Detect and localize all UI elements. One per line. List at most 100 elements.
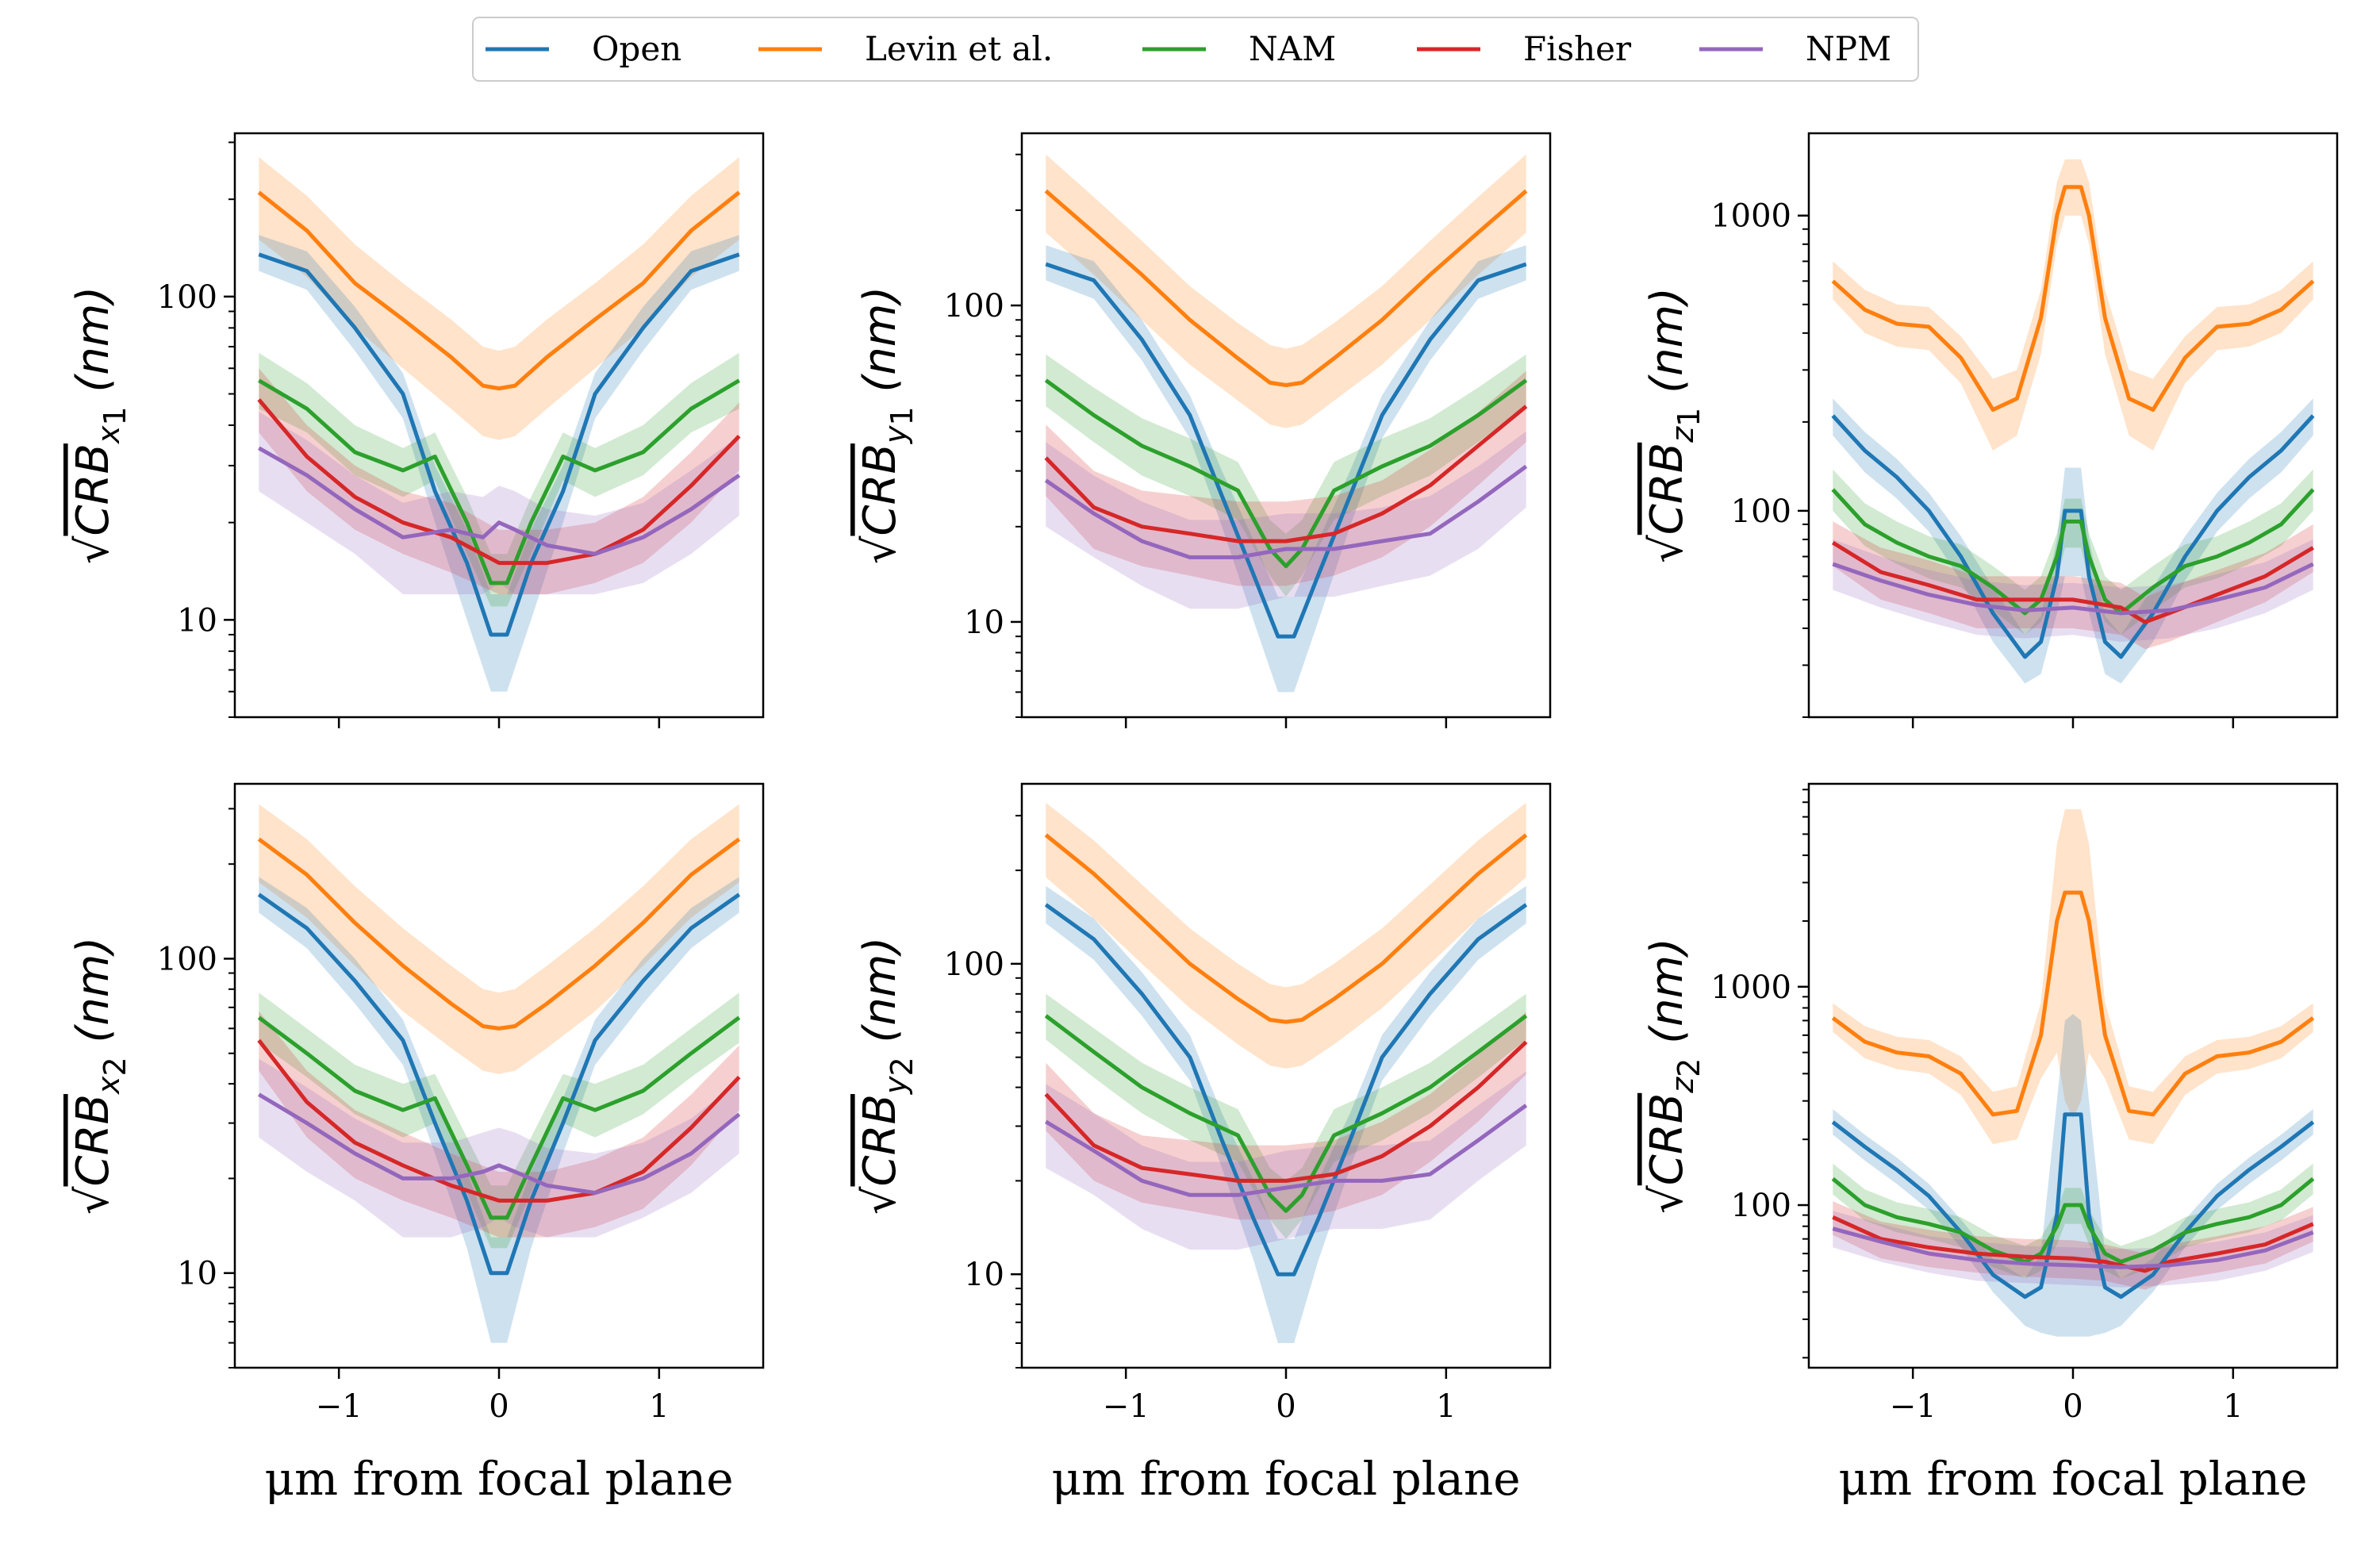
confidence-band xyxy=(1046,370,1526,586)
series-line xyxy=(257,892,741,1276)
series-line xyxy=(1831,1177,2315,1264)
legend-entry: Levin et al. xyxy=(758,29,1053,68)
plot-area xyxy=(257,157,741,692)
y-axis-title-text: √CRBx2 (nm) xyxy=(67,937,132,1215)
legend-label: NAM xyxy=(1249,29,1336,68)
confidence-band xyxy=(1046,803,1526,1069)
x-axis-title: μm from focal plane xyxy=(1051,1452,1520,1506)
panel-x1: 10 100 √CRBx1 (nm) xyxy=(67,132,765,728)
confidence-band xyxy=(1833,469,2313,635)
panel-z1: 100 1000 √CRBz1 (nm) xyxy=(1641,132,2339,728)
y-axis-title-text: √CRBz1 (nm) xyxy=(1641,287,1706,563)
series-line xyxy=(1044,1014,1528,1213)
x-tick-label: 0 xyxy=(1276,1388,1296,1425)
series-line xyxy=(1832,562,2314,616)
series-line xyxy=(257,1038,741,1203)
confidence-band xyxy=(1046,993,1526,1239)
series-line xyxy=(1044,189,1528,387)
panel-y1: 10 100 √CRBy1 (nm) xyxy=(854,132,1552,728)
y-axis-title: √CRBy1 (nm) xyxy=(854,286,919,564)
x-tick-label: −1 xyxy=(316,1388,363,1425)
confidence-band xyxy=(1833,159,2313,451)
legend-entry: Fisher xyxy=(1417,29,1632,68)
confidence-band xyxy=(1833,1163,2313,1279)
x-tick-label: 1 xyxy=(649,1388,669,1425)
series-line xyxy=(1044,378,1528,569)
series-line xyxy=(1831,414,2315,659)
x-axis-title: μm from focal plane xyxy=(264,1452,733,1506)
panel-y2: 10 100 −1 0 1 μm from focal plane √CRBy2 (nm) xyxy=(854,782,1552,1506)
series-line xyxy=(1831,540,2314,624)
y-tick-label: 10 xyxy=(964,605,1004,641)
confidence-band xyxy=(259,992,739,1249)
x-tick-label: −1 xyxy=(1890,1388,1937,1425)
x-tick-label: 1 xyxy=(2223,1388,2243,1425)
y-axis-title-text: √CRBz2 (nm) xyxy=(1641,938,1706,1214)
x-tick-label: 0 xyxy=(489,1388,509,1425)
legend-label: NPM xyxy=(1806,29,1891,68)
confidence-band xyxy=(259,157,739,440)
series-line xyxy=(1044,833,1528,1024)
series-line xyxy=(257,837,741,1031)
series-line xyxy=(1831,1112,2315,1299)
y-axis-title-text: √CRBy1 (nm) xyxy=(854,286,919,564)
y-tick-label: 10 xyxy=(177,602,217,639)
plot-area xyxy=(1044,154,1528,693)
confidence-band xyxy=(1833,521,2313,650)
y-axis-title: √CRBz1 (nm) xyxy=(1641,287,1706,563)
confidence-band xyxy=(1046,1071,1526,1250)
series-line xyxy=(258,1092,741,1196)
series-line xyxy=(257,190,741,391)
series-line xyxy=(1832,1226,2314,1269)
confidence-band xyxy=(1833,1014,2313,1337)
confidence-band xyxy=(1046,431,1526,609)
confidence-band xyxy=(1833,1211,2313,1288)
legend-label: Levin et al. xyxy=(865,29,1053,68)
series-line xyxy=(1045,262,1527,639)
series-line xyxy=(258,446,741,556)
confidence-band xyxy=(259,368,739,595)
plot-area xyxy=(1831,809,2315,1337)
series-line xyxy=(258,378,740,585)
confidence-band xyxy=(259,352,739,607)
legend: Open Levin et al. NAM Fisher NPM xyxy=(472,17,1919,82)
series-line xyxy=(1831,488,2315,616)
y-tick-label: 1000 xyxy=(1710,969,1791,1006)
plot-area xyxy=(257,804,741,1343)
series-line xyxy=(1045,1104,1528,1197)
y-tick-label: 100 xyxy=(1731,493,1791,530)
confidence-band xyxy=(259,804,739,1074)
plot-area xyxy=(1044,803,1528,1343)
confidence-band xyxy=(1833,809,2313,1145)
series-line xyxy=(257,398,741,566)
confidence-band xyxy=(1833,398,2313,684)
series-line xyxy=(1044,464,1528,559)
y-tick-label: 100 xyxy=(157,941,217,977)
y-tick-label: 100 xyxy=(944,946,1004,983)
confidence-band xyxy=(1046,245,1526,693)
y-tick-label: 1000 xyxy=(1710,198,1791,235)
x-tick-label: 0 xyxy=(2063,1388,2082,1425)
series-line xyxy=(1044,903,1528,1276)
y-tick-label: 100 xyxy=(944,288,1004,324)
plot-area xyxy=(1831,159,2315,684)
confidence-band xyxy=(1833,539,2313,642)
confidence-band xyxy=(1046,1012,1526,1220)
series-line xyxy=(257,1015,741,1220)
y-axis-title-text: √CRBy2 (nm) xyxy=(854,937,919,1215)
confidence-band xyxy=(259,235,739,692)
confidence-band xyxy=(1046,154,1526,428)
y-axis-title: √CRBy2 (nm) xyxy=(854,937,919,1215)
confidence-band xyxy=(1046,885,1526,1343)
series-line xyxy=(1832,1215,2314,1273)
legend-entry: NAM xyxy=(1142,29,1336,68)
legend-label: Fisher xyxy=(1523,29,1632,68)
panel-x2: 10 100 −1 0 1 μm from focal plane √CRBx2 (nm) xyxy=(67,782,765,1506)
legend-entry: NPM xyxy=(1699,29,1891,68)
x-axis-title: μm from focal plane xyxy=(1838,1452,2307,1506)
y-axis-title: √CRBx2 (nm) xyxy=(67,937,132,1215)
confidence-band xyxy=(259,877,739,1343)
y-axis-title: √CRBz2 (nm) xyxy=(1641,938,1706,1214)
legend-entry: Open xyxy=(486,29,681,68)
